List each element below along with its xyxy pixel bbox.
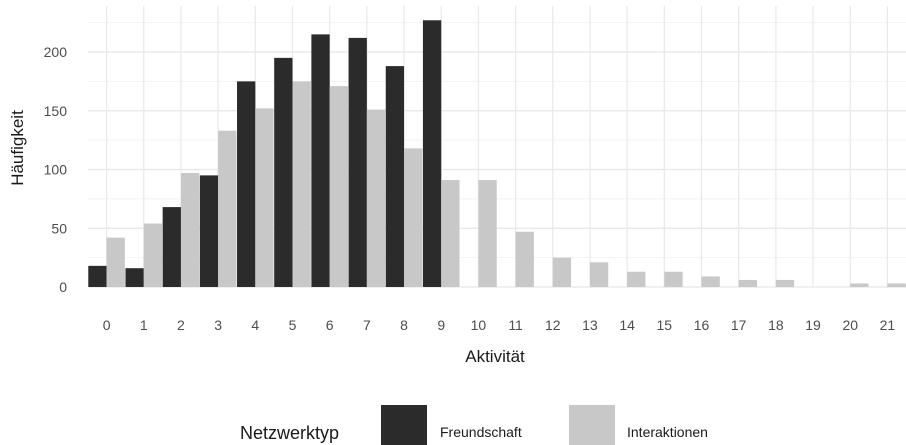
x-tick-label: 3 — [214, 317, 222, 333]
x-tick-label: 10 — [471, 317, 487, 333]
bar-interaktionen-10 — [478, 180, 497, 287]
bar-freundschaft-4 — [237, 81, 256, 287]
x-tick-label: 5 — [289, 317, 297, 333]
x-axis: 0 1 2 3 4 5 6 7 8 9 10 11 12 13 14 15 16 17 18 19 20 21 — [103, 317, 896, 333]
x-tick-label: 20 — [842, 317, 858, 333]
x-tick-label: 21 — [880, 317, 896, 333]
legend: Netzwerktyp Freundschaft Interaktionen — [240, 405, 708, 445]
bar-interaktionen-14 — [627, 271, 646, 287]
bar-freundschaft-7 — [348, 37, 367, 288]
x-tick-label: 12 — [545, 317, 561, 333]
x-axis-title: Aktivität — [465, 347, 525, 366]
bar-interaktionen-15 — [664, 271, 683, 287]
legend-title: Netzwerktyp — [240, 423, 339, 443]
y-axis: 0 50 100 150 200 — [44, 44, 68, 295]
bar-interaktionen-0 — [106, 237, 125, 287]
bar-interaktionen-12 — [552, 257, 572, 287]
x-tick-label: 18 — [768, 317, 784, 333]
bar-freundschaft-1 — [125, 268, 144, 287]
bar-freundschaft-0 — [88, 265, 107, 287]
bar-interaktionen-1 — [143, 223, 163, 287]
bar-interaktionen-4 — [255, 108, 274, 288]
x-tick-label: 8 — [400, 317, 408, 333]
x-tick-label: 17 — [731, 317, 747, 333]
bar-freundschaft-3 — [199, 175, 219, 287]
y-tick-label: 200 — [44, 44, 68, 60]
legend-label-interaktionen: Interaktionen — [627, 424, 708, 440]
bar-freundschaft-9 — [422, 20, 442, 288]
x-tick-label: 6 — [326, 317, 334, 333]
legend-swatch-freundschaft — [381, 405, 427, 445]
x-tick-label: 19 — [805, 317, 821, 333]
x-tick-label: 11 — [508, 317, 523, 333]
bar-interaktionen-20 — [850, 283, 869, 287]
y-tick-label: 0 — [59, 279, 67, 295]
x-tick-label: 14 — [619, 317, 635, 333]
bar-interaktionen-11 — [515, 231, 534, 287]
x-tick-label: 0 — [103, 317, 111, 333]
bar-interaktionen-8 — [404, 148, 423, 287]
x-tick-label: 9 — [437, 317, 445, 333]
x-tick-label: 7 — [363, 317, 371, 333]
bar-freundschaft-5 — [274, 57, 293, 287]
x-tick-label: 1 — [140, 317, 148, 333]
bar-freundschaft-2 — [162, 207, 181, 287]
bar-interaktionen-6 — [329, 86, 348, 287]
y-tick-label: 150 — [44, 103, 68, 119]
x-tick-label: 13 — [582, 317, 598, 333]
bar-interaktionen-17 — [738, 279, 757, 287]
bar-freundschaft-6 — [311, 34, 330, 287]
legend-swatch-interaktionen — [569, 405, 615, 445]
x-tick-label: 4 — [251, 317, 259, 333]
legend-label-freundschaft: Freundschaft — [440, 424, 522, 440]
bar-interaktionen-21 — [887, 283, 906, 287]
bar-interaktionen-18 — [775, 279, 795, 287]
bar-freundschaft-8 — [385, 66, 405, 287]
bar-interaktionen-2 — [180, 173, 200, 287]
bar-interaktionen-5 — [292, 81, 311, 287]
x-tick-label: 16 — [694, 317, 710, 333]
bar-interaktionen-3 — [218, 130, 237, 287]
bars — [88, 20, 906, 288]
bar-interaktionen-9 — [441, 180, 460, 287]
bar-interaktionen-13 — [589, 262, 609, 287]
x-tick-label: 15 — [657, 317, 673, 333]
bar-interaktionen-16 — [701, 276, 720, 287]
y-tick-label: 100 — [44, 162, 68, 178]
x-tick-label: 2 — [177, 317, 185, 333]
y-axis-title: Häufigkeit — [8, 110, 27, 186]
bar-interaktionen-7 — [366, 109, 386, 287]
y-tick-label: 50 — [51, 220, 67, 236]
